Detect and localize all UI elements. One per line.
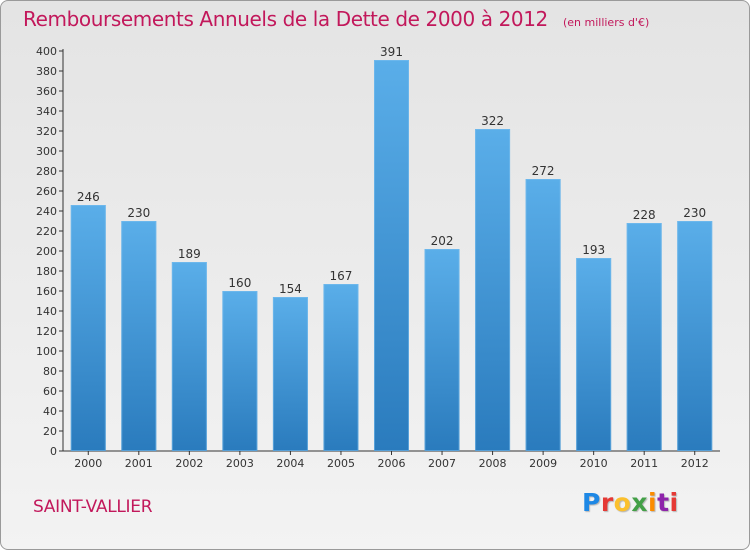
bar-outline bbox=[222, 291, 258, 451]
data-label: 160 bbox=[228, 276, 251, 290]
y-tick-label: 300 bbox=[36, 145, 57, 158]
y-tick-label: 280 bbox=[36, 165, 57, 178]
bar-outline bbox=[576, 258, 612, 451]
bar-outline bbox=[70, 205, 106, 451]
y-tick-label: 0 bbox=[50, 445, 57, 458]
chart-title: Remboursements Annuels de la Dette de 20… bbox=[23, 7, 548, 31]
data-label: 230 bbox=[683, 206, 706, 220]
x-tick-label: 2012 bbox=[681, 457, 709, 470]
bar bbox=[475, 129, 511, 451]
y-tick-label: 400 bbox=[36, 45, 57, 58]
data-label: 391 bbox=[380, 45, 403, 59]
data-label: 230 bbox=[127, 206, 150, 220]
data-label: 167 bbox=[330, 269, 353, 283]
chart-subtitle: (en milliers d'€) bbox=[562, 16, 650, 29]
proxiti-logo: Proxiti bbox=[582, 488, 679, 517]
data-labels: 246 230 189 160 154 167 391 202 322 272 193 228 230 bbox=[77, 45, 706, 296]
bar-outline bbox=[121, 221, 157, 451]
y-tick-label: 340 bbox=[36, 105, 57, 118]
y-tick-label: 380 bbox=[36, 65, 57, 78]
y-tick-label: 220 bbox=[36, 225, 57, 238]
x-tick-label: 2005 bbox=[327, 457, 355, 470]
y-tick-label: 60 bbox=[43, 385, 57, 398]
bar-outline bbox=[475, 129, 511, 451]
bar-outline bbox=[424, 249, 460, 451]
y-tick-label: 120 bbox=[36, 325, 57, 338]
x-tick-label: 2000 bbox=[74, 457, 102, 470]
bar-outline bbox=[525, 179, 561, 451]
x-tick-label: 2002 bbox=[175, 457, 203, 470]
data-label: 193 bbox=[582, 243, 605, 257]
y-tick-label: 360 bbox=[36, 85, 57, 98]
y-tick-label: 180 bbox=[36, 265, 57, 278]
bars bbox=[70, 60, 713, 451]
x-tick-label: 2008 bbox=[479, 457, 507, 470]
x-tick-label: 2007 bbox=[428, 457, 456, 470]
bar bbox=[121, 221, 157, 451]
bar bbox=[323, 284, 359, 451]
bar bbox=[374, 60, 409, 451]
x-tick-label: 2011 bbox=[630, 457, 658, 470]
title-row: Remboursements Annuels de la Dette de 20… bbox=[23, 7, 649, 31]
bar bbox=[222, 291, 258, 451]
data-label: 202 bbox=[431, 234, 454, 248]
bar bbox=[626, 223, 662, 451]
data-label: 272 bbox=[532, 164, 555, 178]
bar bbox=[525, 179, 561, 451]
y-tick-label: 40 bbox=[43, 405, 57, 418]
bar-outline bbox=[677, 221, 713, 451]
bar-outline bbox=[374, 60, 409, 451]
y-tick-label: 140 bbox=[36, 305, 57, 318]
y-tick-label: 80 bbox=[43, 365, 57, 378]
bar-outline bbox=[323, 284, 359, 451]
y-tick-label: 320 bbox=[36, 125, 57, 138]
data-label: 322 bbox=[481, 114, 504, 128]
bar bbox=[424, 249, 460, 451]
bar bbox=[677, 221, 713, 451]
bar-outline bbox=[171, 262, 207, 451]
bar bbox=[70, 205, 106, 451]
bar bbox=[576, 258, 612, 451]
y-tick-label: 100 bbox=[36, 345, 57, 358]
bar-outline bbox=[272, 297, 308, 451]
y-tick-label: 160 bbox=[36, 285, 57, 298]
data-label: 246 bbox=[77, 190, 100, 204]
x-tick-label: 2004 bbox=[276, 457, 304, 470]
place-name: SAINT-VALLIER bbox=[33, 497, 153, 517]
y-tick-label: 260 bbox=[36, 185, 57, 198]
bar-outline bbox=[626, 223, 662, 451]
y-tick-label: 240 bbox=[36, 205, 57, 218]
y-tick-label: 20 bbox=[43, 425, 57, 438]
x-tick-label: 2010 bbox=[580, 457, 608, 470]
bar bbox=[171, 262, 207, 451]
x-tick-label: 2006 bbox=[378, 457, 406, 470]
data-label: 228 bbox=[633, 208, 656, 222]
axes: 0 20 40 60 80 100 120 140 160 180 200 220 240 260 280 3… bbox=[36, 45, 720, 470]
data-label: 189 bbox=[178, 247, 201, 261]
bar bbox=[272, 297, 308, 451]
data-label: 154 bbox=[279, 282, 302, 296]
x-tick-label: 2001 bbox=[125, 457, 153, 470]
x-tick-label: 2009 bbox=[529, 457, 557, 470]
x-tick-label: 2003 bbox=[226, 457, 254, 470]
y-tick-label: 200 bbox=[36, 245, 57, 258]
